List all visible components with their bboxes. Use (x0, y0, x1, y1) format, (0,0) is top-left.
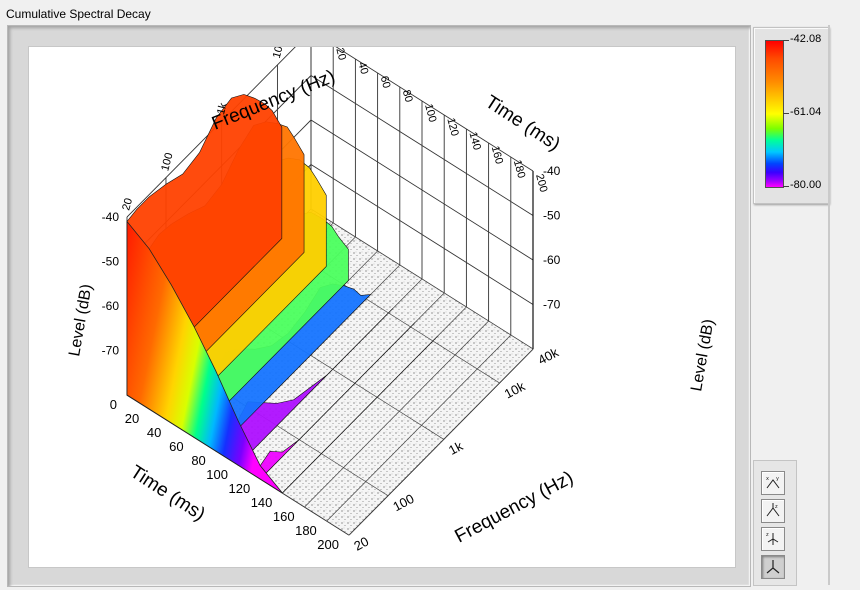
view-controls: x y z z (753, 460, 797, 586)
frequency-tick-label: 20 (351, 534, 371, 554)
time-tick-label: 180 (295, 523, 317, 538)
yz-plane-view-button[interactable]: z (761, 527, 785, 551)
xz-plane-view-button[interactable]: z (761, 499, 785, 523)
time-tick-label: 140 (251, 495, 273, 510)
frequency-top-tick-label: 20 (120, 197, 135, 212)
scale-label-min: -80.00 (790, 179, 822, 191)
floor-time-gridline (326, 334, 512, 522)
frequency-top-tick-label: 10k (271, 47, 287, 60)
time-tick-label: 20 (125, 411, 139, 426)
back-wall-level-gridline (310, 164, 534, 305)
floor-frequency-gridline (310, 208, 534, 350)
3d-view-button[interactable] (761, 555, 785, 579)
decay-slice (259, 322, 416, 480)
scale-tick-bottom (783, 186, 789, 187)
xz-plane-icon: z (766, 503, 780, 517)
time-tick-label: 40 (147, 425, 161, 440)
decay-slice (282, 336, 438, 494)
frequency-tick-label: 10k (502, 378, 528, 401)
level-axis-title-left: Level (dB) (66, 283, 95, 358)
frequency-tick-label: 1k (446, 438, 466, 458)
color-scale-panel: -42.08 -61.04 -80.00 (753, 27, 829, 204)
time-tick-label: 200 (317, 537, 339, 552)
time-top-tick-label: 120 (444, 117, 460, 138)
level-tick-label-right: -50 (543, 209, 561, 223)
3d-axes-icon (766, 560, 780, 574)
time-top-tick-label: 60 (378, 75, 393, 90)
time-top-tick-label: 140 (467, 131, 483, 152)
level-tick-label-right: -40 (543, 164, 561, 178)
svg-text:y: y (776, 476, 779, 482)
time-tick-label: 100 (206, 467, 228, 482)
time-top-tick-label: 100 (422, 103, 438, 124)
xy-plane-view-button[interactable]: x y (761, 471, 785, 495)
time-top-tick-label: 40 (356, 61, 371, 76)
color-scale-bar (765, 40, 784, 188)
plot-area[interactable]: 0 20 40 60 80 100 120 140 160 180 200 20 100 1k 10k 40k… (28, 46, 736, 568)
frequency-axis-title-front: Frequency (Hz) (451, 467, 576, 547)
time-tick-label: 160 (273, 509, 295, 524)
level-tick-label-left: -60 (102, 299, 120, 313)
level-tick-label-left: -40 (102, 210, 120, 224)
time-tick-label: 60 (169, 439, 183, 454)
frequency-tick-label: 100 (390, 491, 416, 514)
floor-time-gridline (348, 348, 534, 536)
front-decay-wall (126, 220, 283, 494)
time-top-tick-label: 200 (533, 173, 549, 194)
back-wall-level-gridline (335, 47, 534, 172)
panel-edge (828, 25, 830, 585)
xy-plane-icon: x y (766, 476, 780, 489)
time-tick-label: 80 (191, 453, 205, 468)
time-top-tick-label: 20 (333, 47, 348, 62)
time-tick-label: 0 (110, 397, 117, 412)
back-wall-level-gridline (310, 75, 534, 216)
scale-label-max: -42.08 (790, 33, 822, 45)
time-tick-label: 120 (228, 481, 250, 496)
level-tick-label-left: -50 (102, 255, 120, 269)
time-top-tick-label: 160 (489, 145, 505, 166)
decay-slice (237, 308, 394, 466)
level-tick-label-left: -70 (102, 344, 120, 358)
level-axis-title-right: Level (dB) (688, 318, 717, 393)
time-top-tick-label: 180 (511, 159, 527, 180)
frequency-tick-label: 40k (535, 344, 561, 367)
level-tick-label-right: -60 (543, 253, 561, 267)
svg-text:x: x (766, 476, 769, 482)
time-axis-title-front: Time (ms) (126, 462, 209, 526)
floor-time-gridline (304, 320, 489, 508)
scale-tick-top (783, 40, 789, 41)
scale-tick-mid (783, 113, 789, 114)
yz-plane-icon: z (766, 532, 779, 545)
svg-text:z: z (775, 504, 778, 510)
level-tick-label-right: -70 (543, 298, 561, 312)
frequency-top-tick-label: 1k (215, 101, 230, 116)
back-wall-level-gridline (310, 119, 534, 261)
frequency-top-tick-label: 100 (159, 152, 175, 173)
svg-text:z: z (766, 532, 769, 538)
decay-slices (126, 94, 438, 494)
window-title: Cumulative Spectral Decay (6, 7, 151, 21)
scale-label-mid: -61.04 (790, 106, 822, 118)
time-top-tick-label: 80 (400, 89, 415, 104)
